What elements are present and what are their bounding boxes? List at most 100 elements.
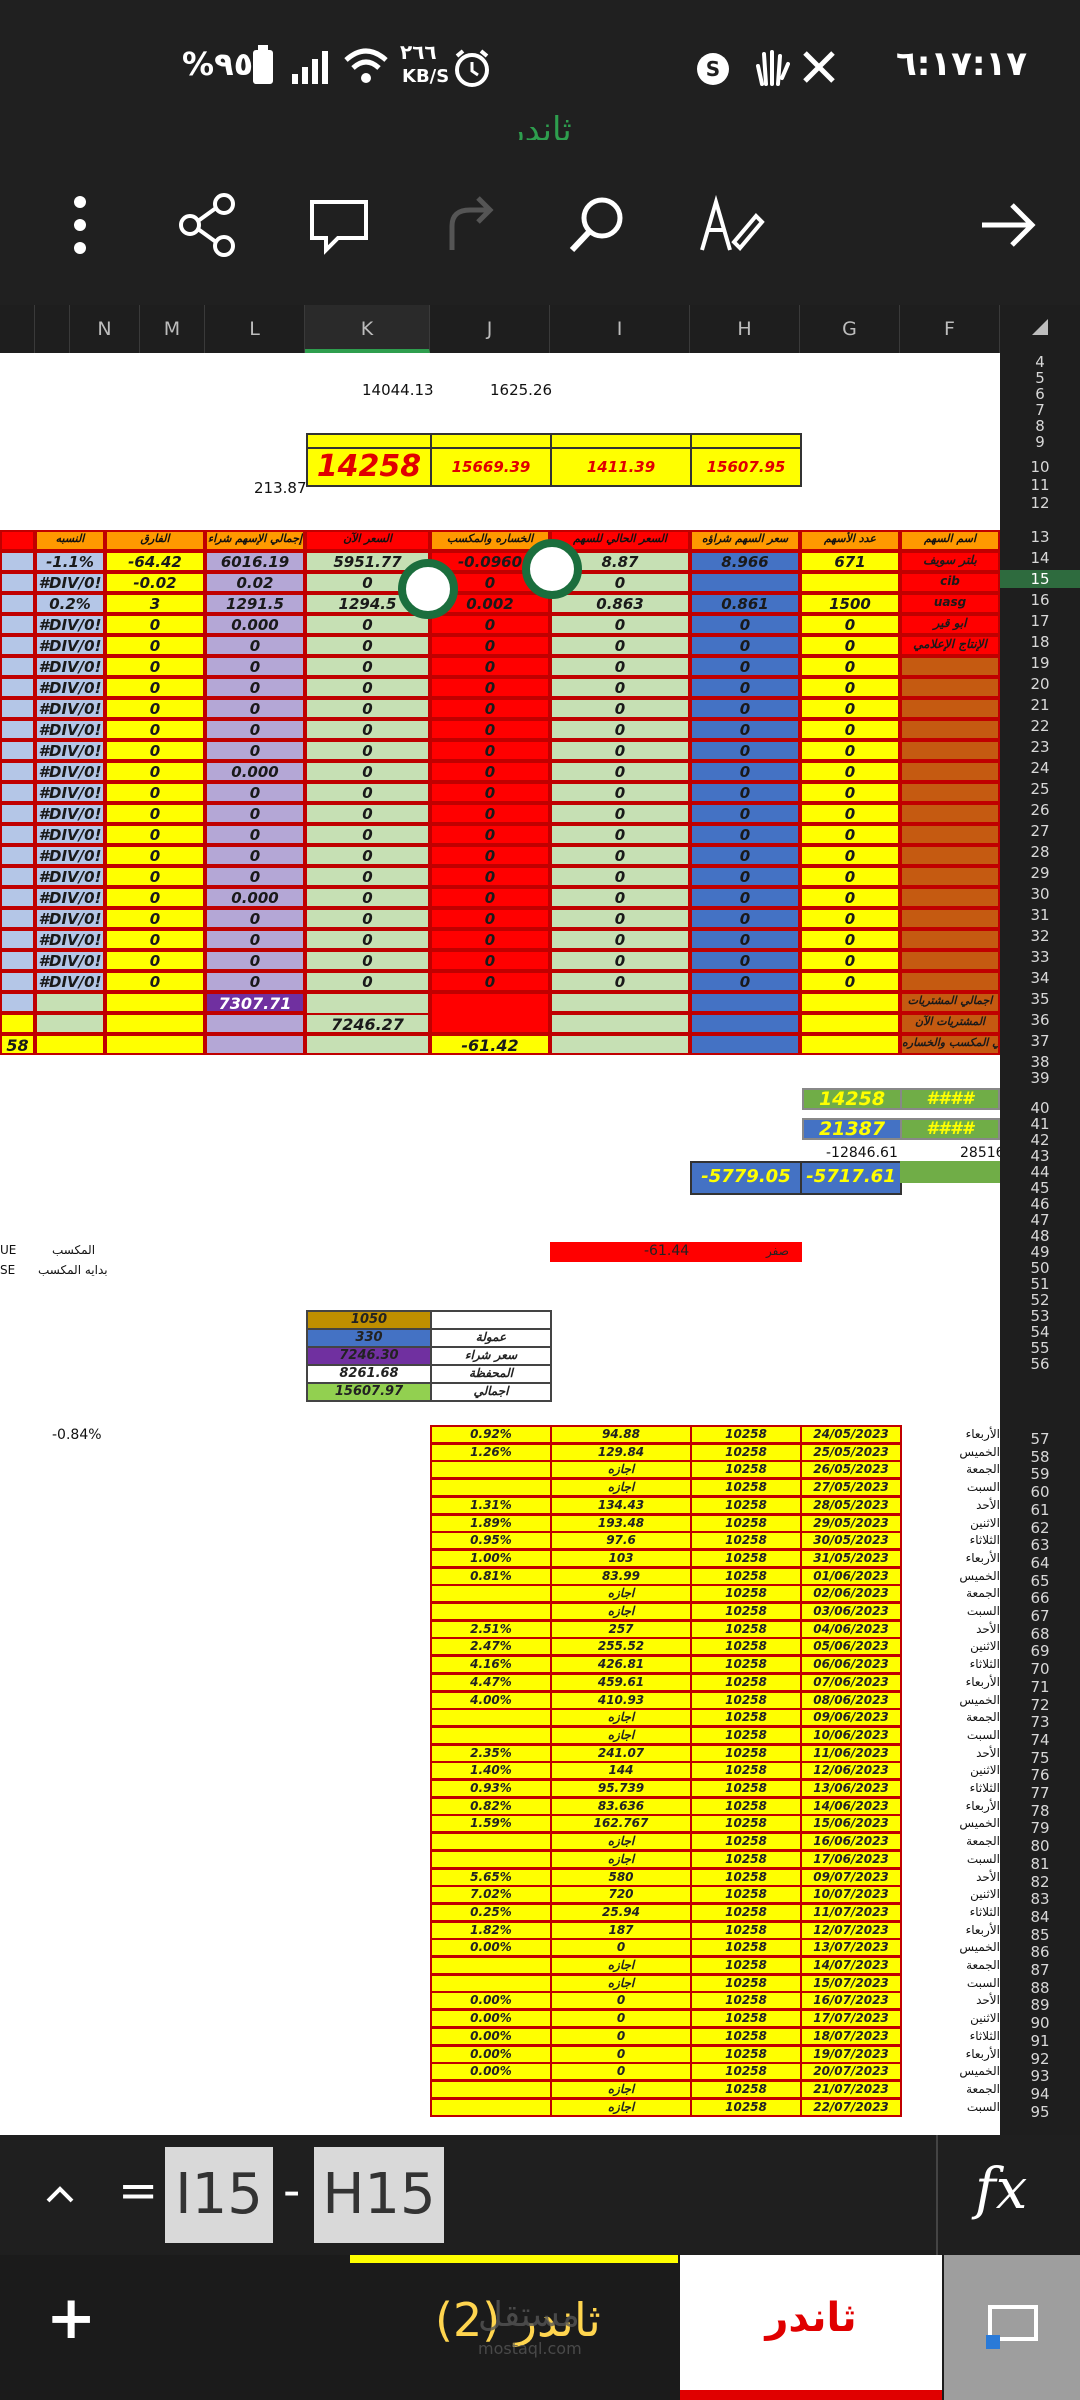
row-header-43[interactable]: 43 [1030, 1147, 1050, 1165]
log-amount-26[interactable]: 720 [550, 1885, 692, 1904]
side-hash-b[interactable]: #### [900, 1118, 1000, 1140]
row-header-93[interactable]: 93 [1030, 2067, 1050, 2086]
cell-total-r24[interactable]: 0.000 [205, 761, 305, 782]
cell-total-r28[interactable]: 0 [205, 845, 305, 866]
log-base-24[interactable]: 10258 [690, 1850, 802, 1869]
row-header-61[interactable]: 61 [1030, 1500, 1050, 1519]
sheet-tab-2[interactable]: ثاندر (2) مستقل mostaql.com [350, 2255, 678, 2400]
cell-name-r24[interactable] [900, 761, 1000, 782]
cell-total-r18[interactable]: 0 [205, 635, 305, 656]
log-base-30[interactable]: 10258 [690, 1956, 802, 1975]
cell-cur-r28[interactable]: 0 [550, 845, 690, 866]
column-header-g[interactable]: G [800, 305, 900, 353]
log-date-24[interactable]: 17/06/2023 [800, 1850, 902, 1869]
column-header-edge[interactable] [35, 305, 70, 353]
column-header-n[interactable]: N [70, 305, 140, 353]
cell-count-r26[interactable]: 0 [800, 803, 900, 824]
log-date-6[interactable]: 30/05/2023 [800, 1531, 902, 1550]
cell-now-r32[interactable]: 0 [305, 929, 430, 950]
cell-buy-r26[interactable]: 0 [690, 803, 800, 824]
row-header-16[interactable]: 16 [1030, 591, 1050, 609]
total-r35-h[interactable] [690, 992, 800, 1013]
log-date-30[interactable]: 14/07/2023 [800, 1956, 902, 1975]
log-base-29[interactable]: 10258 [690, 1938, 802, 1957]
log-date-17[interactable]: 10/06/2023 [800, 1726, 902, 1745]
cell-name-r34[interactable] [900, 971, 1000, 992]
log-base-6[interactable]: 10258 [690, 1531, 802, 1550]
row-header-33[interactable]: 33 [1030, 948, 1050, 966]
cell-total-r17[interactable]: 0.000 [205, 614, 305, 635]
total-r36-g[interactable] [800, 1013, 900, 1034]
log-base-2[interactable]: 10258 [690, 1460, 802, 1479]
cell-cur-r19[interactable]: 0 [550, 656, 690, 677]
legend-value-1[interactable]: 330 [306, 1328, 432, 1348]
cell-diff-r28[interactable]: 0 [105, 845, 205, 866]
log-amount-24[interactable]: اجازه [550, 1850, 692, 1869]
row-header-19[interactable]: 19 [1030, 654, 1050, 672]
side-value-a[interactable]: 14258 [802, 1088, 902, 1110]
row-header-65[interactable]: 65 [1030, 1571, 1050, 1590]
total-r37-g[interactable] [800, 1034, 900, 1055]
column-header-h[interactable]: H [690, 305, 800, 353]
log-date-12[interactable]: 05/06/2023 [800, 1637, 902, 1656]
log-base-9[interactable]: 10258 [690, 1584, 802, 1603]
cell-pct-r20[interactable]: #DIV/0! [35, 677, 105, 698]
cell-diff-r27[interactable]: 0 [105, 824, 205, 845]
cell-now-r19[interactable]: 0 [305, 656, 430, 677]
row-header-69[interactable]: 69 [1030, 1642, 1050, 1661]
row-edge-17[interactable] [0, 614, 35, 635]
row-header-4[interactable]: 4 [1035, 353, 1045, 371]
log-percent-3[interactable] [430, 1478, 552, 1497]
log-amount-34[interactable]: 0 [550, 2027, 692, 2046]
log-date-31[interactable]: 15/07/2023 [800, 1974, 902, 1993]
log-amount-16[interactable]: اجازه [550, 1708, 692, 1727]
log-date-4[interactable]: 28/05/2023 [800, 1496, 902, 1515]
cell-pct-r24[interactable]: #DIV/0! [35, 761, 105, 782]
log-amount-29[interactable]: 0 [550, 1938, 692, 1957]
cell-pl-r21[interactable]: 0 [430, 698, 550, 719]
cell-buy-r20[interactable]: 0 [690, 677, 800, 698]
row-header-83[interactable]: 83 [1030, 1890, 1050, 1909]
cell-count-r21[interactable]: 0 [800, 698, 900, 719]
formula-ref-i15[interactable]: I15 [165, 2147, 273, 2243]
log-date-2[interactable]: 26/05/2023 [800, 1460, 902, 1479]
summary-value-3[interactable]: 15607.95 [690, 447, 802, 487]
log-amount-2[interactable]: اجازه [550, 1460, 692, 1479]
row-header-80[interactable]: 80 [1030, 1837, 1050, 1856]
row-edge-35[interactable] [0, 992, 35, 1013]
row-header-74[interactable]: 74 [1030, 1730, 1050, 1749]
cell-diff-r16[interactable]: 3 [105, 593, 205, 614]
legend-value-0[interactable]: 1050 [306, 1310, 432, 1330]
cell-buy-r30[interactable]: 0 [690, 887, 800, 908]
cell-count-r32[interactable]: 0 [800, 929, 900, 950]
log-base-23[interactable]: 10258 [690, 1832, 802, 1851]
log-date-7[interactable]: 31/05/2023 [800, 1549, 902, 1568]
total-r35-n[interactable] [35, 992, 105, 1013]
row-header-85[interactable]: 85 [1030, 1925, 1050, 1944]
log-percent-38[interactable] [430, 2098, 552, 2117]
cell-pl-r25[interactable]: 0 [430, 782, 550, 803]
cell-count-r30[interactable]: 0 [800, 887, 900, 908]
row-header-22[interactable]: 22 [1030, 717, 1050, 735]
cell-name-r20[interactable] [900, 677, 1000, 698]
log-base-17[interactable]: 10258 [690, 1726, 802, 1745]
row-header-82[interactable]: 82 [1030, 1872, 1050, 1891]
cell-pct-r15[interactable]: #DIV/0! [35, 572, 105, 593]
cell-buy-r21[interactable]: 0 [690, 698, 800, 719]
cell-cur-r27[interactable]: 0 [550, 824, 690, 845]
row-header-13[interactable]: 13 [1030, 528, 1050, 546]
row-edge-33[interactable] [0, 950, 35, 971]
log-date-3[interactable]: 27/05/2023 [800, 1478, 902, 1497]
cell-total-r16[interactable]: 1291.5 [205, 593, 305, 614]
row-header-11[interactable]: 11 [1030, 476, 1050, 494]
cell-pct-r30[interactable]: #DIV/0! [35, 887, 105, 908]
log-percent-5[interactable]: 1.89% [430, 1514, 552, 1533]
side-value-f[interactable]: -5717.61 [800, 1161, 902, 1195]
row-header-72[interactable]: 72 [1030, 1695, 1050, 1714]
row-header-92[interactable]: 92 [1030, 2049, 1050, 2068]
log-base-13[interactable]: 10258 [690, 1655, 802, 1674]
cell-pl-r19[interactable]: 0 [430, 656, 550, 677]
log-date-20[interactable]: 13/06/2023 [800, 1779, 902, 1798]
row-header-20[interactable]: 20 [1030, 675, 1050, 693]
cell-pct-r25[interactable]: #DIV/0! [35, 782, 105, 803]
